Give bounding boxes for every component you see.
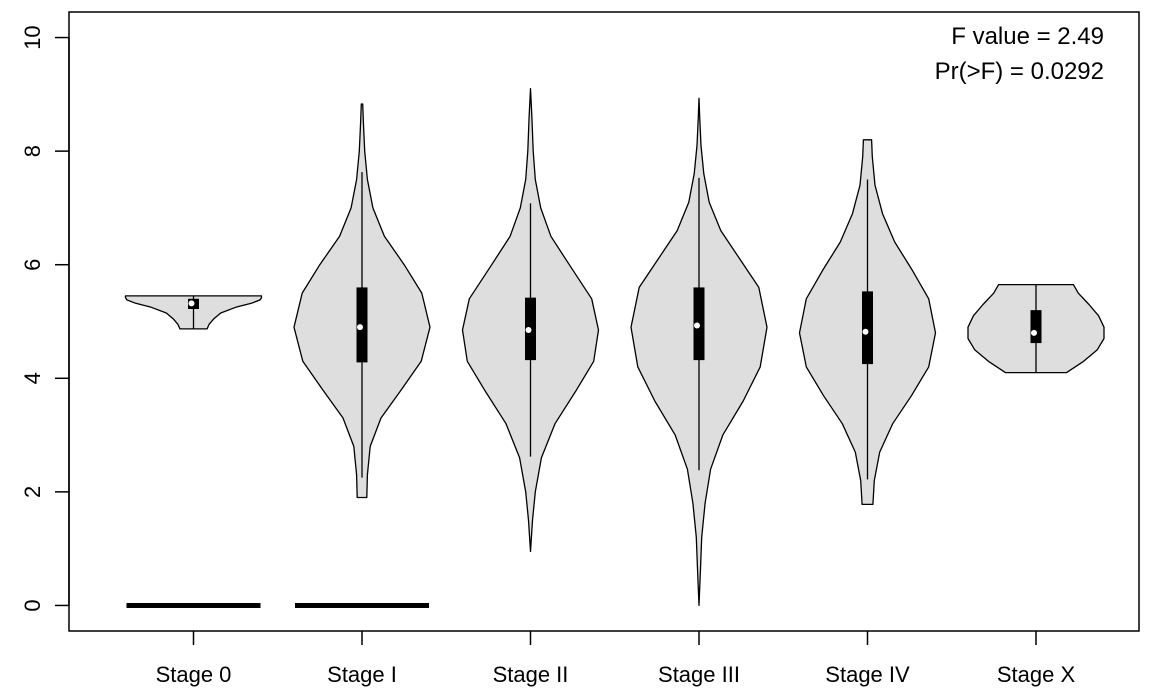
x-tick-label: Stage IV [825, 662, 910, 687]
y-tick-label: 10 [20, 25, 45, 49]
x-tick-label: Stage II [493, 662, 569, 687]
violin-median-point [357, 324, 363, 331]
violin-stage-ii [461, 88, 600, 553]
y-tick-label: 4 [20, 372, 45, 384]
violin-stage-iv [798, 139, 937, 506]
violin-median-point [1031, 329, 1037, 336]
violin-stage-iii [630, 97, 768, 607]
violin-median-point [862, 328, 869, 335]
y-tick-label: 0 [20, 599, 45, 611]
x-tick-label: Stage X [997, 662, 1076, 687]
f-value-annotation: F value = 2.49 [951, 23, 1104, 50]
violin-iqr-box [356, 287, 368, 363]
violin-stage-x [967, 283, 1105, 374]
y-axis: 0 2 4 6 8 10 [20, 25, 70, 612]
y-tick-label: 8 [20, 145, 45, 157]
violin-median-point [694, 322, 700, 329]
x-tick-label: Stage III [658, 662, 740, 687]
violin-median-point [188, 300, 195, 307]
violin-iqr-box [1030, 310, 1042, 344]
violin-iqr-box [862, 291, 873, 365]
x-tick-label: Stage 0 [156, 662, 232, 687]
violin-stage-0 [124, 295, 263, 330]
x-tick-label: Stage I [327, 662, 397, 687]
violin-median-point [525, 327, 532, 334]
y-tick-label: 6 [20, 259, 45, 271]
violins [124, 88, 1105, 607]
y-tick-label: 2 [20, 486, 45, 498]
violin-stage-i [293, 103, 431, 499]
p-value-annotation: Pr(>F) = 0.0292 [935, 58, 1104, 85]
x-axis: Stage 0 Stage I Stage II Stage III Stage IV S… [156, 631, 1076, 687]
